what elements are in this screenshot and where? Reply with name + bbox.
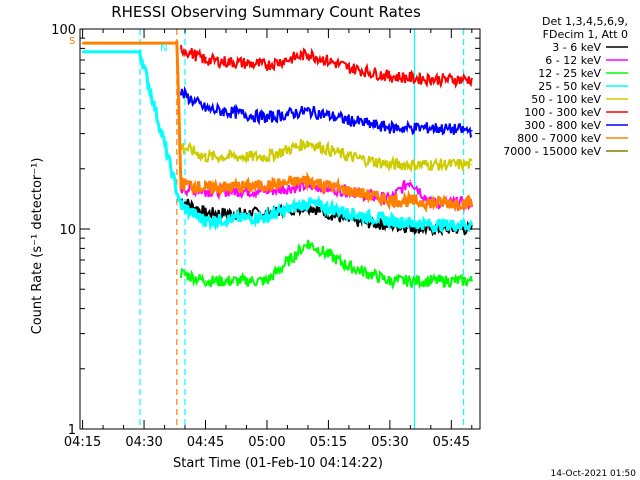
legend-label: 25 - 50 keV — [538, 80, 601, 93]
series-100-300kev — [179, 44, 473, 89]
legend-label: 50 - 100 keV — [531, 93, 601, 106]
x-tick-label: 05:15 — [310, 435, 347, 450]
series-line — [82, 50, 474, 235]
x-axis-label: Start Time (01-Feb-10 04:14:22) — [173, 456, 383, 471]
x-tick-label: 04:15 — [64, 435, 101, 450]
series-12-25kev — [179, 239, 473, 291]
series-50-100kev — [179, 139, 473, 174]
marker-label-s: S — [69, 36, 75, 47]
x-tick-label: 05:30 — [371, 435, 408, 450]
legend-label: 800 - 7000 keV — [517, 132, 601, 145]
legend-label: 3 - 6 keV — [552, 41, 601, 54]
legend-label: 7000 - 15000 keV — [503, 145, 601, 158]
y-tick-label: 1 — [68, 423, 76, 438]
chart-title: RHESSI Observing Summary Count Rates — [111, 3, 421, 21]
series-25-50kev — [81, 50, 474, 235]
series-line — [179, 239, 473, 291]
legend-header: FDecim 1, Att 0 — [543, 28, 628, 41]
data-point — [471, 163, 473, 166]
y-tick-label: 100 — [51, 23, 76, 38]
series-line — [179, 177, 473, 213]
series-line — [179, 44, 473, 89]
x-tick-label: 04:30 — [125, 435, 162, 450]
y-axis-label: Count Rate (s⁻¹ detector⁻¹) — [30, 158, 45, 335]
y-tick-label: 10 — [59, 223, 76, 238]
legend-label: 300 - 800 keV — [524, 119, 601, 132]
marker-label-n: N — [160, 43, 167, 54]
x-tick-label: 05:00 — [248, 435, 285, 450]
legend-label: 12 - 25 keV — [538, 67, 601, 80]
legend-label: 6 - 12 keV — [545, 54, 601, 67]
series-800-7000kev — [81, 40, 474, 213]
data-point — [471, 129, 473, 132]
series-300-800kev — [179, 85, 473, 139]
legend-header: Det 1,3,4,5,6,9, — [542, 15, 628, 28]
x-tick-label: 04:45 — [187, 435, 224, 450]
footer-timestamp: 14-Oct-2021 01:50 — [551, 469, 637, 479]
series-line — [82, 40, 474, 213]
data-point — [409, 179, 412, 182]
series-line — [179, 139, 473, 174]
data-point — [204, 280, 207, 282]
legend: Det 1,3,4,5,6,9,FDecim 1, Att 03 - 6 keV… — [503, 15, 628, 158]
x-tick-label: 05:45 — [433, 435, 470, 450]
series-line — [179, 85, 473, 139]
legend-label: 100 - 300 keV — [524, 106, 601, 119]
